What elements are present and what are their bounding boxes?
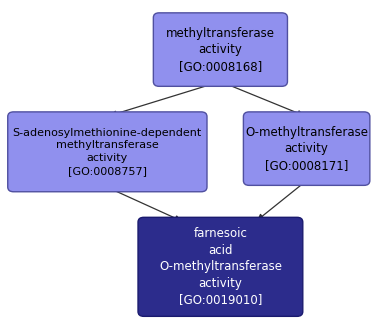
Text: S-adenosylmethionine-dependent
methyltransferase
activity
[GO:0008757]: S-adenosylmethionine-dependent methyltra… [13, 127, 202, 176]
FancyBboxPatch shape [138, 217, 303, 316]
FancyBboxPatch shape [8, 112, 207, 192]
FancyBboxPatch shape [153, 13, 287, 86]
Text: methyltransferase
activity
[GO:0008168]: methyltransferase activity [GO:0008168] [166, 27, 275, 73]
Text: farnesoic
acid
O-methyltransferase
activity
[GO:0019010]: farnesoic acid O-methyltransferase activ… [159, 227, 282, 306]
Text: O-methyltransferase
activity
[GO:0008171]: O-methyltransferase activity [GO:0008171… [245, 126, 368, 171]
FancyBboxPatch shape [243, 112, 370, 185]
